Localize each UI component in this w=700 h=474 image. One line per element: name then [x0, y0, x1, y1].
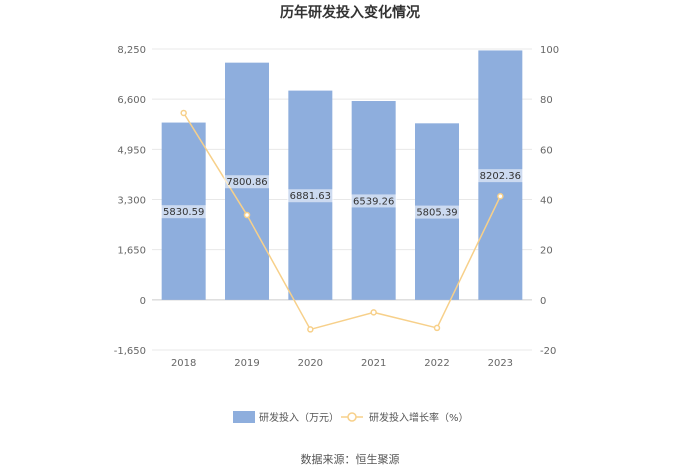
line-point [307, 326, 314, 333]
right-tick-label: 0 [540, 296, 546, 307]
chart-title: 历年研发投入变化情况 [280, 4, 420, 21]
right-tick-label: -20 [540, 346, 556, 357]
bar-label-bg [160, 205, 208, 219]
right-tick-label: 80 [540, 95, 553, 106]
bar-value-label: 6539.26 [353, 196, 394, 207]
legend-label-bar: 研发投入（万元） [259, 411, 339, 424]
right-tick-label: 60 [540, 145, 553, 156]
line-point [243, 211, 251, 219]
left-tick-label: 1,650 [117, 246, 146, 257]
legend: 研发投入（万元） 研发投入增长率（%） [233, 411, 469, 424]
bar-value-label: 6881.63 [290, 191, 331, 202]
line-point [370, 309, 377, 316]
x-tick-label: 2023 [488, 358, 513, 369]
right-tick-label: 100 [540, 45, 559, 56]
bar-label-bg [350, 194, 398, 208]
data-source: 数据来源：恒生聚源 [301, 452, 400, 466]
x-tick-label: 2018 [171, 358, 196, 369]
line-point [497, 192, 504, 200]
x-tick-label: 2019 [234, 358, 259, 369]
bar-value-label: 5830.59 [163, 207, 204, 218]
legend-label-line: 研发投入增长率（%） [369, 411, 469, 424]
x-tick-label: 2022 [424, 358, 449, 369]
left-tick-label: 3,300 [117, 196, 146, 207]
bar-label-bg [413, 205, 461, 219]
growth-line [183, 112, 502, 331]
grid [152, 48, 532, 351]
left-tick-label: 4,950 [117, 145, 146, 156]
x-tick-label: 2021 [361, 358, 386, 369]
bar-value-label: 7800.86 [226, 177, 267, 188]
left-tick-label: -1,650 [114, 346, 146, 357]
right-axis: -20 0 20 40 60 80 100 [540, 45, 559, 357]
line-point [180, 109, 187, 117]
bar-label-bg [223, 175, 271, 189]
bar-label-bg [286, 189, 334, 203]
legend-swatch-bar [233, 411, 255, 423]
x-axis: 2018 2019 2020 2021 2022 2023 [171, 358, 513, 369]
left-tick-label: 0 [140, 296, 146, 307]
x-tick-label: 2020 [298, 358, 323, 369]
bar-labels: 5830.59 7800.86 6881.63 6539.26 5805.39 8202.… [160, 169, 524, 219]
line-series [180, 109, 504, 333]
left-tick-label: 6,600 [117, 95, 146, 106]
right-tick-label: 40 [540, 196, 553, 207]
left-axis: -1,650 0 1,650 3,300 4,950 6,600 8,250 [114, 45, 146, 357]
bar-value-label: 8202.36 [480, 171, 521, 182]
bar-label-bg [476, 169, 524, 183]
bar-value-label: 5805.39 [416, 208, 457, 219]
legend-marker-line [347, 412, 357, 422]
left-tick-label: 8,250 [117, 45, 146, 56]
line-point [433, 324, 441, 332]
right-tick-label: 20 [540, 246, 553, 257]
